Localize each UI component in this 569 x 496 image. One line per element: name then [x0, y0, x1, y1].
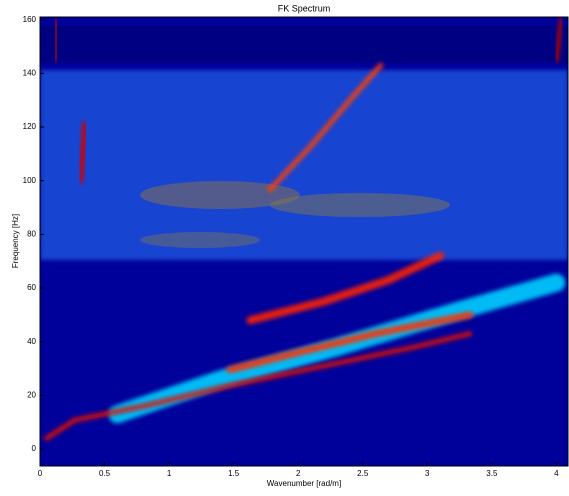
- ridge: [52, 17, 60, 63]
- x-tick-label: 3.5: [486, 469, 498, 478]
- ridge: [77, 121, 89, 184]
- x-tick-label: 3: [425, 469, 430, 478]
- y-axis-label: Frequency [Hz]: [11, 214, 20, 268]
- texture: [40, 25, 568, 260]
- x-tick-label: 0.5: [99, 469, 111, 478]
- plot-frame: [39, 16, 569, 467]
- ridge: [553, 17, 565, 63]
- x-tick-label: 1: [167, 469, 172, 478]
- ridge: [267, 62, 384, 193]
- y-tick-label: 60: [27, 283, 36, 292]
- y-tick-label: 100: [23, 176, 37, 185]
- x-tick-label: 2.5: [357, 469, 369, 478]
- ridge: [246, 251, 445, 325]
- x-tick-label: 4: [554, 469, 559, 478]
- x-axis-label: Wavenumber [rad/m]: [267, 479, 341, 488]
- y-tick-label: 140: [23, 68, 37, 77]
- y-tick-label: 20: [27, 391, 36, 400]
- y-tick-label: 120: [23, 122, 37, 131]
- ridge: [226, 311, 474, 374]
- x-tick-label: 2: [296, 469, 301, 478]
- x-tick-label: 0: [38, 469, 43, 478]
- ridge: [43, 331, 473, 441]
- y-tick-label: 40: [27, 337, 36, 346]
- chart-title: FK Spectrum: [278, 3, 331, 13]
- x-tick-label: 1.5: [228, 469, 240, 478]
- ridges: [43, 17, 566, 441]
- y-tick-label: 80: [27, 229, 36, 238]
- ridge: [108, 273, 566, 424]
- y-tick-label: 0: [32, 444, 37, 453]
- y-tick-label: 160: [23, 15, 37, 24]
